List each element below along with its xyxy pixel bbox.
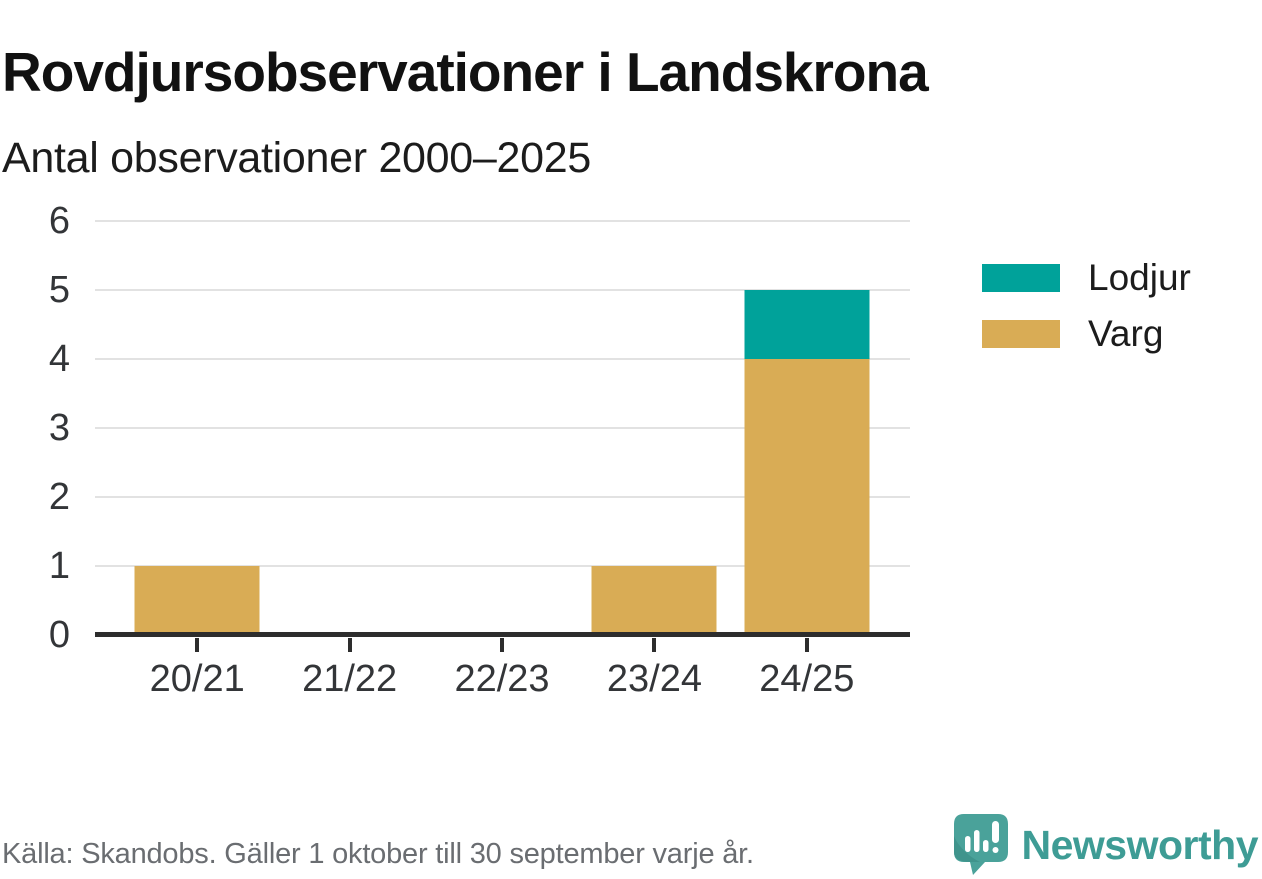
y-tick-label: 1 bbox=[48, 545, 70, 587]
category-band-21/22 bbox=[273, 221, 425, 635]
x-axis-labels: 20/21 21/22 22/23 23/24 24/25 bbox=[121, 656, 883, 702]
gridline-y2 bbox=[95, 496, 910, 498]
x-tick-label-23/24: 23/24 bbox=[606, 658, 702, 700]
chart-title: Rovdjursobservationer i Landskrona bbox=[2, 40, 929, 103]
category-band-20/21 bbox=[121, 221, 273, 635]
x-tick-label-22/23: 22/23 bbox=[454, 658, 550, 700]
x-tick-21/22 bbox=[347, 638, 352, 652]
y-tick-label: 2 bbox=[48, 476, 70, 518]
y-tick-label: 6 bbox=[48, 200, 70, 242]
category-band-24/25 bbox=[731, 221, 883, 635]
category-band-23/24 bbox=[578, 221, 730, 635]
x-tick-24/25 bbox=[804, 638, 809, 652]
gridline-y3 bbox=[95, 427, 910, 429]
speech-bubble-bar-chart-icon bbox=[953, 814, 1008, 875]
legend-label-varg: Varg bbox=[1088, 313, 1164, 354]
bar-segment-varg-24/25 bbox=[744, 359, 870, 635]
chart-subtitle: Antal observationer 2000–2025 bbox=[2, 134, 591, 182]
y-tick-label: 0 bbox=[48, 614, 70, 656]
y-tick-label: 4 bbox=[48, 338, 70, 380]
x-tick-20/21 bbox=[195, 638, 200, 652]
legend-label-lodjur: Lodjur bbox=[1088, 257, 1191, 298]
x-tick-22/23 bbox=[500, 638, 504, 652]
legend-swatch-lodjur bbox=[982, 264, 1060, 292]
x-tick-label-24/25: 24/25 bbox=[759, 658, 855, 700]
y-tick-label: 3 bbox=[48, 407, 70, 449]
bar-segment-varg-20/21 bbox=[134, 566, 260, 635]
x-tick-label-20/21: 20/21 bbox=[149, 658, 245, 700]
gridline-y6 bbox=[95, 220, 910, 222]
legend-item-varg: Varg bbox=[982, 313, 1191, 354]
y-tick-label: 5 bbox=[48, 269, 70, 311]
gridline-y4 bbox=[95, 358, 910, 360]
brand-name: Newsworthy bbox=[1021, 821, 1259, 868]
bars-container bbox=[121, 221, 883, 635]
x-axis-line bbox=[95, 632, 910, 637]
newsworthy-branding: Newsworthy bbox=[953, 812, 1259, 878]
plot-area bbox=[95, 220, 910, 652]
category-band-22/23 bbox=[426, 221, 578, 635]
y-axis-labels: 0 1 2 3 4 5 6 bbox=[0, 200, 70, 656]
bar-segment-lodjur-24/25 bbox=[744, 290, 870, 359]
legend: Lodjur Varg bbox=[982, 257, 1191, 376]
gridline-y1 bbox=[95, 565, 910, 567]
x-tick-label-21/22: 21/22 bbox=[302, 658, 398, 700]
legend-item-lodjur: Lodjur bbox=[982, 257, 1191, 298]
x-tick-23/24 bbox=[652, 638, 657, 652]
bar-segment-varg-23/24 bbox=[591, 566, 717, 635]
legend-swatch-varg bbox=[982, 320, 1060, 348]
source-note: Källa: Skandobs. Gäller 1 oktober till 3… bbox=[2, 838, 754, 870]
gridline-y5 bbox=[95, 289, 910, 291]
